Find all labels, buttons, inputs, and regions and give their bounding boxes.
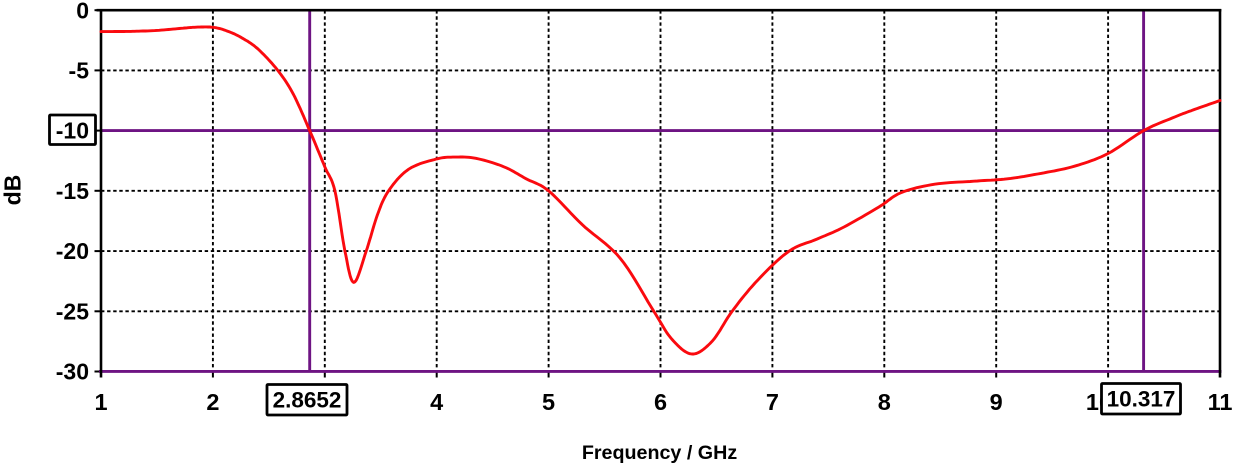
svg-text:10.317: 10.317 xyxy=(1107,387,1176,412)
svg-text:6: 6 xyxy=(654,389,667,415)
svg-text:8: 8 xyxy=(878,389,891,415)
svg-text:1: 1 xyxy=(94,389,107,415)
svg-text:-30: -30 xyxy=(56,359,89,385)
svg-text:4: 4 xyxy=(430,389,443,415)
svg-text:Frequency / GHz: Frequency / GHz xyxy=(582,442,738,464)
svg-text:-10: -10 xyxy=(56,118,89,144)
svg-text:-15: -15 xyxy=(56,178,89,204)
svg-text:2: 2 xyxy=(206,389,219,415)
svg-text:5: 5 xyxy=(542,389,555,415)
svg-text:0: 0 xyxy=(76,0,89,23)
svg-text:9: 9 xyxy=(990,389,1003,415)
svg-text:-20: -20 xyxy=(56,238,89,264)
svg-text:11: 11 xyxy=(1208,389,1233,415)
svg-text:-25: -25 xyxy=(56,298,89,324)
svg-text:dB: dB xyxy=(0,175,26,206)
svg-text:7: 7 xyxy=(766,389,779,415)
svg-text:-5: -5 xyxy=(69,58,90,84)
svg-text:2.8652: 2.8652 xyxy=(273,388,342,413)
